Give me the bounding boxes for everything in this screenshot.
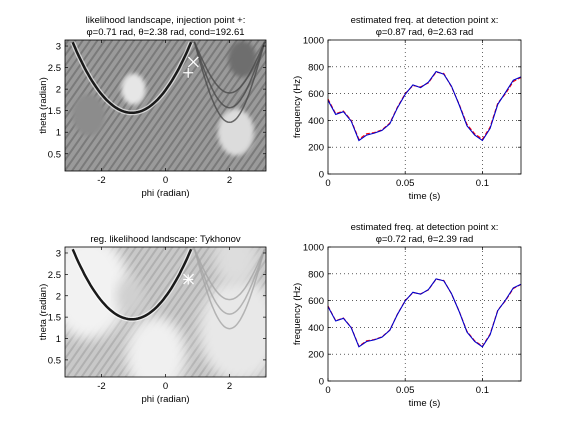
x-tick-label: 2 xyxy=(227,381,232,392)
y-tick-label: 2 xyxy=(56,291,61,302)
x-axis-label: time (s) xyxy=(409,191,441,202)
heatmap-image xyxy=(65,40,266,171)
heatmap-blob xyxy=(228,40,257,78)
y-tick-label: 600 xyxy=(308,296,324,307)
heatmap-blob xyxy=(116,277,145,314)
y-tick-label: 800 xyxy=(308,269,324,280)
axes-lr: 0 0.05 0.1 0 200 400 600 800 1000 estimated freq.… xyxy=(292,222,522,409)
x-axis-label: phi (radian) xyxy=(141,394,189,405)
y-tick-label: 1 xyxy=(56,334,61,345)
x-axis-label: time (s) xyxy=(409,398,441,409)
x-tick-label: 0.1 xyxy=(476,385,489,396)
plot-area xyxy=(328,40,521,174)
y-tick-label: 0 xyxy=(319,377,324,388)
heatmap-ll xyxy=(65,247,266,377)
axes-frame xyxy=(327,246,522,382)
y-tick-label: 1.5 xyxy=(48,106,61,117)
y-tick-label: 200 xyxy=(308,143,324,154)
y-tick-label: 3 xyxy=(56,42,61,53)
linechart-lr xyxy=(327,247,522,381)
y-tick-label: 0 xyxy=(319,170,324,181)
chart-subtitle: φ=0.72 rad, θ=2.39 rad xyxy=(376,234,474,245)
y-tick-label: 3 xyxy=(56,248,61,259)
axes-ll: -2 0 2 0.5 1 1.5 2 2.5 3 reg. likelihood landscap… xyxy=(38,234,267,405)
y-tick-label: 2.5 xyxy=(48,270,61,281)
y-tick-label: 200 xyxy=(308,350,324,361)
heatmap-blob xyxy=(121,73,146,105)
x-tick-label: 0.05 xyxy=(396,385,415,396)
x-axis-label: phi (radian) xyxy=(141,188,189,199)
arc-line xyxy=(193,41,266,124)
axes-ul: -2 0 2 0.5 1 1.5 2 2.5 3 likelihood landscape, in… xyxy=(38,15,267,199)
arc-line xyxy=(193,248,266,315)
chart-subtitle: φ=0.87 rad, θ=2.63 rad xyxy=(376,27,474,38)
y-tick-label: 600 xyxy=(308,89,324,100)
arc-line xyxy=(193,41,266,94)
y-tick-label: 1 xyxy=(56,128,61,139)
x-tick-label: -2 xyxy=(97,175,105,186)
chart-title: likelihood landscape, injection point +: xyxy=(86,15,246,26)
heatmap-blob xyxy=(213,247,258,286)
arc-line xyxy=(193,41,266,109)
detection-marker xyxy=(187,56,199,68)
axes-ur: 0 0.05 0.1 0 200 400 600 800 1000 estimated freq.… xyxy=(292,15,522,202)
y-tick-label: 400 xyxy=(308,323,324,334)
arc-line xyxy=(193,248,266,330)
series-line-1 xyxy=(327,70,522,142)
x-tick-label: 0 xyxy=(325,178,330,189)
y-tick-label: 1.5 xyxy=(48,313,61,324)
x-tick-label: 0 xyxy=(163,381,168,392)
x-tick-label: 2 xyxy=(227,175,232,186)
y-tick-label: 2.5 xyxy=(48,63,61,74)
y-tick-label: 800 xyxy=(308,62,324,73)
x-tick-label: 0 xyxy=(163,175,168,186)
y-axis-label: frequency (Hz) xyxy=(292,283,303,345)
heatmap-blob xyxy=(72,94,105,136)
y-axis-label: theta (radian) xyxy=(38,284,49,341)
y-tick-label: 2 xyxy=(56,85,61,96)
x-tick-label: 0.05 xyxy=(396,178,415,189)
arc-line xyxy=(193,248,266,301)
ridge-line xyxy=(71,248,193,321)
linechart-ur xyxy=(327,40,522,174)
x-tick-label: -2 xyxy=(97,381,105,392)
detection-marker xyxy=(183,273,194,285)
chart-subtitle: φ=0.71 rad, θ=2.38 rad, cond=192.61 xyxy=(86,27,244,38)
y-tick-label: 0.5 xyxy=(48,355,61,366)
series-line-1 xyxy=(327,278,522,348)
chart-title: estimated freq. at detection point x: xyxy=(351,15,499,26)
heatmap-blob xyxy=(217,108,254,156)
x-tick-label: 0.1 xyxy=(476,178,489,189)
heatmap-blob xyxy=(125,316,186,377)
plot-area xyxy=(328,247,521,381)
y-axis-label: frequency (Hz) xyxy=(292,76,303,138)
y-tick-label: 1000 xyxy=(303,243,324,254)
series-line-0 xyxy=(327,71,522,141)
chart-title: estimated freq. at detection point x: xyxy=(351,222,499,233)
y-tick-label: 0.5 xyxy=(48,149,61,160)
heatmap-image xyxy=(65,247,266,377)
axes-frame xyxy=(327,39,522,175)
y-tick-label: 400 xyxy=(308,116,324,127)
injection-marker xyxy=(183,67,194,78)
y-axis-label: theta (radian) xyxy=(38,77,49,134)
x-tick-label: 0 xyxy=(325,385,330,396)
y-tick-label: 1000 xyxy=(303,36,324,47)
chart-title: reg. likelihood landscape: Tykhonov xyxy=(90,234,241,245)
ridge-line xyxy=(71,41,193,115)
heatmap-ul xyxy=(65,40,266,171)
